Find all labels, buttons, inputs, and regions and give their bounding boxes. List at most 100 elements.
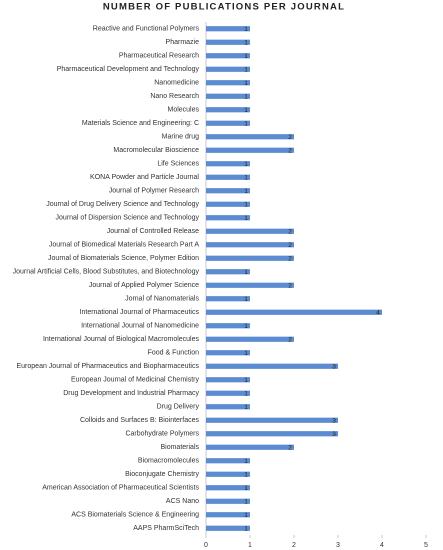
y-tick-label: Materials Science and Engineering: C (82, 120, 199, 127)
bar (206, 188, 250, 194)
bar (206, 377, 250, 383)
bar (206, 485, 250, 491)
x-tick-label: 2 (292, 542, 296, 549)
y-tick-label: Nano Research (150, 93, 199, 100)
x-tick-label: 4 (380, 542, 384, 549)
y-tick-label: Journal of Biomaterials Science, Polymer… (48, 255, 199, 262)
bar (206, 269, 250, 275)
data-label: 1 (244, 512, 248, 519)
data-label: 1 (244, 485, 248, 492)
bar (206, 66, 250, 72)
data-label: 2 (288, 134, 292, 141)
data-label: 2 (288, 444, 292, 451)
bar (206, 525, 250, 531)
y-tick-label: ACS Nano (166, 498, 199, 505)
data-label: 1 (244, 53, 248, 60)
bar (206, 80, 250, 86)
bar (206, 161, 250, 167)
x-tick-label: 0 (204, 542, 208, 549)
bar (206, 471, 250, 477)
data-label: 2 (288, 255, 292, 262)
data-label: 1 (244, 93, 248, 100)
y-tick-label: Pharmaceutical Development and Technolog… (57, 66, 200, 73)
bar (206, 323, 250, 329)
bar (206, 201, 250, 207)
data-label: 1 (244, 296, 248, 303)
bar (206, 242, 294, 248)
bar (206, 93, 250, 99)
y-tick-label: Carbohydrate Polymers (125, 431, 199, 438)
data-label: 1 (244, 174, 248, 181)
data-label: 1 (244, 350, 248, 357)
data-label: 1 (244, 188, 248, 195)
y-tick-label: Macromolecular Bioscience (113, 147, 199, 154)
y-tick-label: AAPS PharmSciTech (133, 525, 199, 532)
y-tick-label: Journal of Biomedical Materials Research… (49, 242, 200, 249)
data-label: 1 (244, 471, 248, 478)
data-label: 1 (244, 498, 248, 505)
y-tick-label: Pharmazie (166, 39, 200, 46)
y-tick-label: Journal of Applied Polymer Science (89, 282, 199, 289)
bar (206, 296, 250, 302)
y-tick-label: European Journal of Medicinal Chemistry (71, 377, 200, 384)
data-label: 2 (288, 336, 292, 343)
bar (206, 512, 250, 518)
data-label: 3 (332, 431, 336, 438)
bar (206, 215, 250, 221)
data-label: 3 (332, 417, 336, 424)
y-tick-label: Journal of Dispersion Science and Techno… (56, 215, 200, 222)
y-tick-label: Food & Function (148, 350, 199, 357)
bar (206, 309, 382, 315)
y-tick-label: Journal of Drug Delivery Science and Tec… (46, 201, 199, 208)
y-tick-label: Jornal of Nanomaterials (125, 296, 199, 303)
data-label: 1 (244, 458, 248, 465)
y-tick-label: Journal of Polymer Research (109, 188, 199, 195)
x-tick-label: 5 (424, 542, 428, 549)
data-label: 1 (244, 161, 248, 168)
y-tick-label: Reactive and Functional Polymers (93, 26, 200, 33)
bar (206, 26, 250, 32)
bar (206, 39, 250, 45)
data-label: 1 (244, 377, 248, 384)
y-tick-label: ACS Biomaterials Science & Engineering (71, 512, 199, 519)
y-tick-label: Colloids and Surfaces B: Biointerfaces (80, 417, 200, 424)
bar (206, 228, 294, 234)
data-label: 1 (244, 66, 248, 73)
data-label: 3 (332, 363, 336, 370)
y-tick-label: International Journal of Biological Macr… (43, 336, 200, 343)
data-label: 1 (244, 80, 248, 87)
data-label: 1 (244, 120, 248, 127)
y-tick-label: KONA Powder and Particle Journal (90, 174, 199, 181)
data-label: 1 (244, 323, 248, 330)
x-tick-label: 3 (336, 542, 340, 549)
data-label: 1 (244, 269, 248, 276)
data-label: 1 (244, 26, 248, 33)
y-tick-label: Biomaterials (160, 444, 199, 451)
bar (206, 431, 338, 437)
y-tick-label: Drug Development and Industrial Pharmacy (63, 390, 199, 397)
data-label: 2 (288, 242, 292, 249)
y-tick-label: European Journal of Pharmaceutics and Bi… (17, 363, 200, 370)
bar (206, 147, 294, 153)
data-label: 1 (244, 107, 248, 114)
data-label: 1 (244, 201, 248, 208)
y-tick-label: Journal of Controlled Release (107, 228, 199, 235)
bar (206, 363, 338, 369)
y-tick-label: Life Sciences (157, 161, 199, 168)
data-label: 1 (244, 404, 248, 411)
chart-title: NUMBER OF PUBLICATIONS PER JOURNAL (103, 2, 345, 13)
bar (206, 350, 250, 356)
y-tick-label: Journal Artificial Cells, Blood Substitu… (13, 269, 200, 276)
data-label: 1 (244, 525, 248, 532)
bar (206, 282, 294, 288)
bar (206, 107, 250, 113)
y-tick-label: Drug Delivery (157, 404, 200, 411)
bar (206, 53, 250, 59)
data-label: 2 (288, 147, 292, 154)
bar (206, 444, 294, 450)
y-tick-label: Nanomedicine (154, 80, 199, 87)
x-tick-label: 1 (248, 542, 252, 549)
data-label: 1 (244, 215, 248, 222)
bar (206, 498, 250, 504)
